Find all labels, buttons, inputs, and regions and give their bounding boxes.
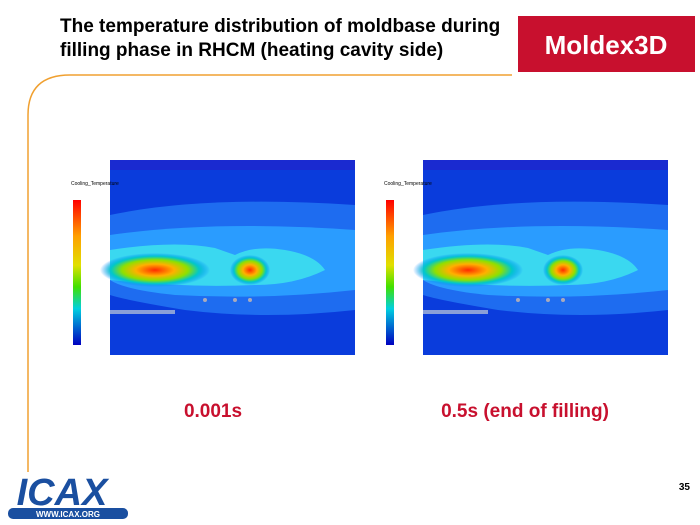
figure: Cooling_Temperature [65,160,355,385]
logo: Moldex3D [545,30,668,60]
figure: Cooling_Temperature [378,160,668,385]
legend-title: Cooling_Temperature [384,181,432,187]
title: filling phase in RHCM (heating cavity si… [60,40,443,61]
logo-box [518,16,695,72]
caption: 0.5s (end of filling) [441,401,609,422]
logo-text: ICAX [17,472,110,514]
logo-url: WWW.ICAX.ORG [36,510,100,519]
decor-line [27,74,512,472]
footer-logo: ICAX WWW.ICAX.ORG [8,472,128,519]
legend-title: Cooling_Temperature [71,181,119,187]
title: The temperature distribution of moldbase… [60,16,500,37]
caption: 0.001s [184,401,242,422]
page-number: 35 [679,482,691,493]
